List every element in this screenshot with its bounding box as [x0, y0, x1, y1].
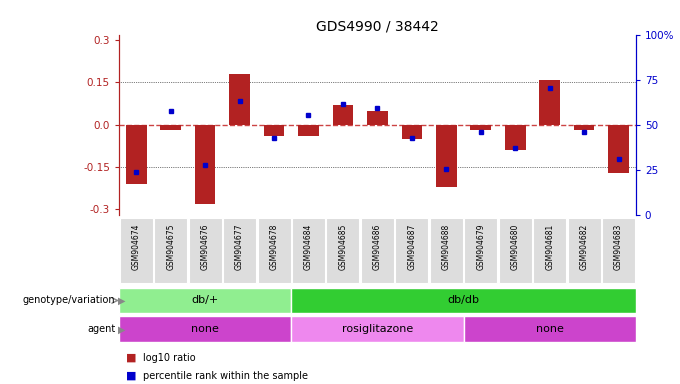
- Bar: [574, 125, 594, 131]
- Text: percentile rank within the sample: percentile rank within the sample: [143, 371, 308, 381]
- Bar: [367, 111, 388, 125]
- FancyBboxPatch shape: [464, 218, 497, 283]
- Bar: [436, 125, 457, 187]
- FancyBboxPatch shape: [326, 218, 360, 283]
- Bar: [608, 125, 629, 173]
- FancyBboxPatch shape: [292, 218, 325, 283]
- FancyBboxPatch shape: [188, 218, 222, 283]
- Text: ■: ■: [126, 371, 136, 381]
- Text: ▶: ▶: [118, 295, 126, 306]
- Bar: [160, 125, 181, 131]
- Text: rosiglitazone: rosiglitazone: [342, 324, 413, 334]
- Bar: [471, 125, 491, 131]
- FancyBboxPatch shape: [430, 218, 463, 283]
- FancyBboxPatch shape: [533, 218, 566, 283]
- FancyBboxPatch shape: [258, 218, 290, 283]
- FancyBboxPatch shape: [154, 218, 187, 283]
- Bar: [229, 74, 250, 125]
- FancyBboxPatch shape: [120, 218, 153, 283]
- Text: GSM904674: GSM904674: [132, 224, 141, 270]
- Bar: [298, 125, 319, 136]
- Text: db/db: db/db: [447, 295, 479, 306]
- Text: GSM904684: GSM904684: [304, 224, 313, 270]
- Text: ▶: ▶: [118, 324, 126, 334]
- FancyBboxPatch shape: [568, 218, 600, 283]
- Text: ■: ■: [126, 353, 136, 363]
- Text: genotype/variation: genotype/variation: [23, 295, 116, 306]
- Bar: [264, 125, 284, 136]
- Text: GSM904687: GSM904687: [407, 224, 416, 270]
- Text: GSM904677: GSM904677: [235, 224, 244, 270]
- Title: GDS4990 / 38442: GDS4990 / 38442: [316, 20, 439, 33]
- Text: GSM904676: GSM904676: [201, 224, 209, 270]
- Text: none: none: [536, 324, 564, 334]
- FancyBboxPatch shape: [498, 218, 532, 283]
- Text: GSM904686: GSM904686: [373, 224, 382, 270]
- Text: GSM904679: GSM904679: [476, 224, 486, 270]
- FancyBboxPatch shape: [291, 288, 636, 313]
- Text: log10 ratio: log10 ratio: [143, 353, 195, 363]
- Bar: [333, 105, 354, 125]
- Bar: [194, 125, 216, 204]
- Bar: [126, 125, 147, 184]
- FancyBboxPatch shape: [361, 218, 394, 283]
- Text: none: none: [191, 324, 219, 334]
- Text: GSM904681: GSM904681: [545, 224, 554, 270]
- FancyBboxPatch shape: [119, 288, 291, 313]
- FancyBboxPatch shape: [602, 218, 635, 283]
- Bar: [505, 125, 526, 150]
- FancyBboxPatch shape: [291, 316, 464, 342]
- FancyBboxPatch shape: [395, 218, 428, 283]
- Text: GSM904683: GSM904683: [614, 224, 623, 270]
- Text: GSM904685: GSM904685: [339, 224, 347, 270]
- Bar: [539, 79, 560, 125]
- FancyBboxPatch shape: [119, 316, 291, 342]
- Bar: [401, 125, 422, 139]
- Text: GSM904688: GSM904688: [442, 224, 451, 270]
- FancyBboxPatch shape: [223, 218, 256, 283]
- FancyBboxPatch shape: [464, 316, 636, 342]
- Text: agent: agent: [87, 324, 116, 334]
- Text: GSM904675: GSM904675: [166, 224, 175, 270]
- Text: GSM904678: GSM904678: [269, 224, 279, 270]
- Text: db/+: db/+: [192, 295, 219, 306]
- Text: GSM904680: GSM904680: [511, 224, 520, 270]
- Text: GSM904682: GSM904682: [579, 224, 589, 270]
